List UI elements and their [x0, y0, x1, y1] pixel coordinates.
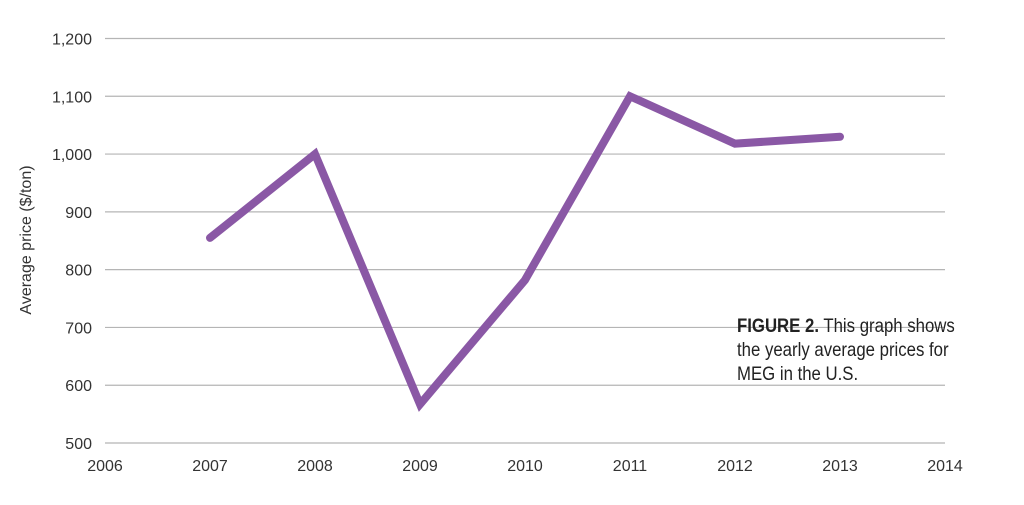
- x-tick-label: 2011: [613, 458, 648, 475]
- y-tick-label: 800: [65, 263, 92, 280]
- x-tick-label: 2006: [87, 458, 123, 475]
- y-tick-label: 900: [65, 205, 92, 222]
- caption-label: FIGURE 2.: [737, 315, 820, 337]
- y-tick-label: 600: [65, 378, 92, 395]
- x-tick-label: 2014: [927, 458, 963, 475]
- x-tick-label: 2008: [297, 458, 333, 475]
- x-tick-label: 2013: [822, 458, 858, 475]
- y-tick-label: 1,100: [52, 89, 92, 106]
- y-tick-label: 700: [65, 320, 92, 337]
- y-tick-label: 500: [65, 436, 92, 453]
- figure-caption: FIGURE 2. This graph shows the yearly av…: [737, 314, 961, 386]
- x-tick-label: 2012: [717, 458, 753, 475]
- y-tick-label: 1,000: [52, 147, 92, 164]
- x-tick-label: 2009: [402, 458, 438, 475]
- y-axis-label: Average price ($/ton): [18, 165, 35, 314]
- x-tick-label: 2010: [507, 458, 543, 475]
- y-tick-label: 1,200: [52, 32, 92, 49]
- caption-text: This graph shows the yearly average pric…: [737, 315, 955, 385]
- x-tick-label: 2007: [192, 458, 228, 475]
